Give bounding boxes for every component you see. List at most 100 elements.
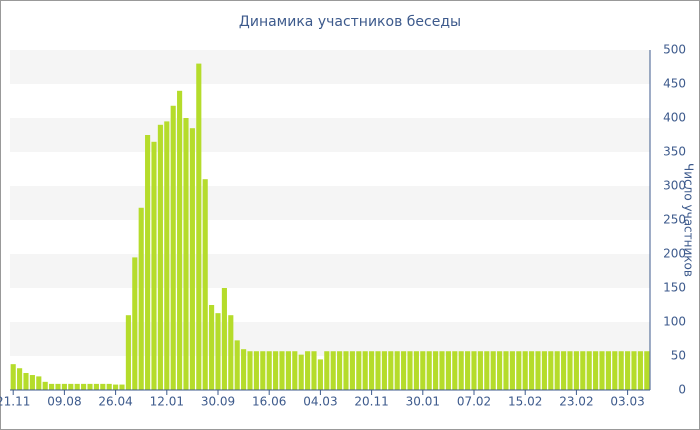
bar <box>61 383 67 390</box>
bar <box>522 351 528 390</box>
bar <box>644 351 650 390</box>
grid-band <box>10 186 650 220</box>
x-tick-label: 03.03 <box>610 395 644 409</box>
x-tick-label: 09.08 <box>47 395 81 409</box>
grid-band <box>10 50 650 84</box>
bar <box>292 351 298 390</box>
bar <box>68 383 74 390</box>
bar <box>356 351 362 390</box>
bar <box>324 351 330 390</box>
bar <box>285 351 291 390</box>
bar <box>221 288 227 390</box>
bar <box>541 351 547 390</box>
bar <box>81 383 87 390</box>
bar <box>433 351 439 390</box>
bar <box>593 351 599 390</box>
bar <box>452 351 458 390</box>
bar <box>311 351 317 390</box>
bar <box>343 351 349 390</box>
bar <box>170 105 176 390</box>
bar <box>369 351 375 390</box>
bar <box>273 351 279 390</box>
bar <box>637 351 643 390</box>
chart-title: Динамика участников беседы <box>239 14 461 30</box>
bar <box>394 351 400 390</box>
bar <box>49 383 55 390</box>
bar <box>298 354 304 390</box>
bar <box>599 351 605 390</box>
bar <box>164 121 170 391</box>
y-tick-label: 150 <box>663 281 686 295</box>
bar <box>561 351 567 390</box>
bar <box>471 351 477 390</box>
y-tick-label: 450 <box>663 77 686 91</box>
bar <box>317 359 323 390</box>
bar <box>36 376 42 390</box>
bar <box>74 383 80 390</box>
bar <box>266 351 272 390</box>
bar <box>279 351 285 390</box>
y-tick-label: 300 <box>663 179 686 193</box>
bar <box>202 179 208 390</box>
bar <box>337 351 343 390</box>
bar <box>119 384 125 390</box>
bar <box>381 351 387 390</box>
bar <box>484 351 490 390</box>
bar <box>388 351 394 390</box>
bar <box>458 351 464 390</box>
bar <box>125 315 131 390</box>
y-tick-label: 50 <box>671 349 686 363</box>
bar <box>612 351 618 390</box>
y-tick-label: 500 <box>663 43 686 57</box>
bar <box>87 383 93 390</box>
bar <box>93 383 99 390</box>
bar <box>407 351 413 390</box>
bar <box>605 351 611 390</box>
bar <box>100 383 106 390</box>
y-tick-label: 250 <box>663 213 686 227</box>
bar <box>535 351 541 390</box>
bar <box>490 351 496 390</box>
bar <box>177 90 183 391</box>
bar <box>465 351 471 390</box>
x-tick-label: 04.03 <box>303 395 337 409</box>
bar <box>509 351 515 390</box>
bar <box>420 351 426 390</box>
bar <box>132 257 138 390</box>
grid-band <box>10 322 650 356</box>
x-tick-label: 16.06 <box>252 395 286 409</box>
bar <box>625 351 631 390</box>
bar <box>567 351 573 390</box>
bar <box>401 351 407 390</box>
bar <box>580 351 586 390</box>
x-tick-label: 23.02 <box>559 395 593 409</box>
bar <box>42 381 48 390</box>
bar <box>426 351 432 390</box>
bar <box>362 351 368 390</box>
bar <box>55 383 61 390</box>
x-tick-label: 15.02 <box>508 395 542 409</box>
bar <box>260 351 266 390</box>
bar <box>29 375 35 390</box>
grid-band <box>10 254 650 288</box>
bar <box>189 128 195 390</box>
y-tick-label: 100 <box>663 315 686 329</box>
bar <box>503 351 509 390</box>
x-tick-label: 21.11 <box>0 395 30 409</box>
bar <box>477 351 483 390</box>
y-axis-label: Число участников <box>682 163 696 277</box>
bar <box>17 368 23 390</box>
x-tick-label: 30.09 <box>201 395 235 409</box>
bar <box>573 351 579 390</box>
bar <box>554 351 560 390</box>
bar <box>618 351 624 390</box>
bar <box>375 351 381 390</box>
bar <box>253 351 259 390</box>
bar <box>305 351 311 390</box>
x-tick-label: 26.04 <box>98 395 132 409</box>
bar <box>586 351 592 390</box>
grid-band <box>10 118 650 152</box>
x-tick-label: 30.01 <box>406 395 440 409</box>
x-tick-label: 20.11 <box>354 395 388 409</box>
